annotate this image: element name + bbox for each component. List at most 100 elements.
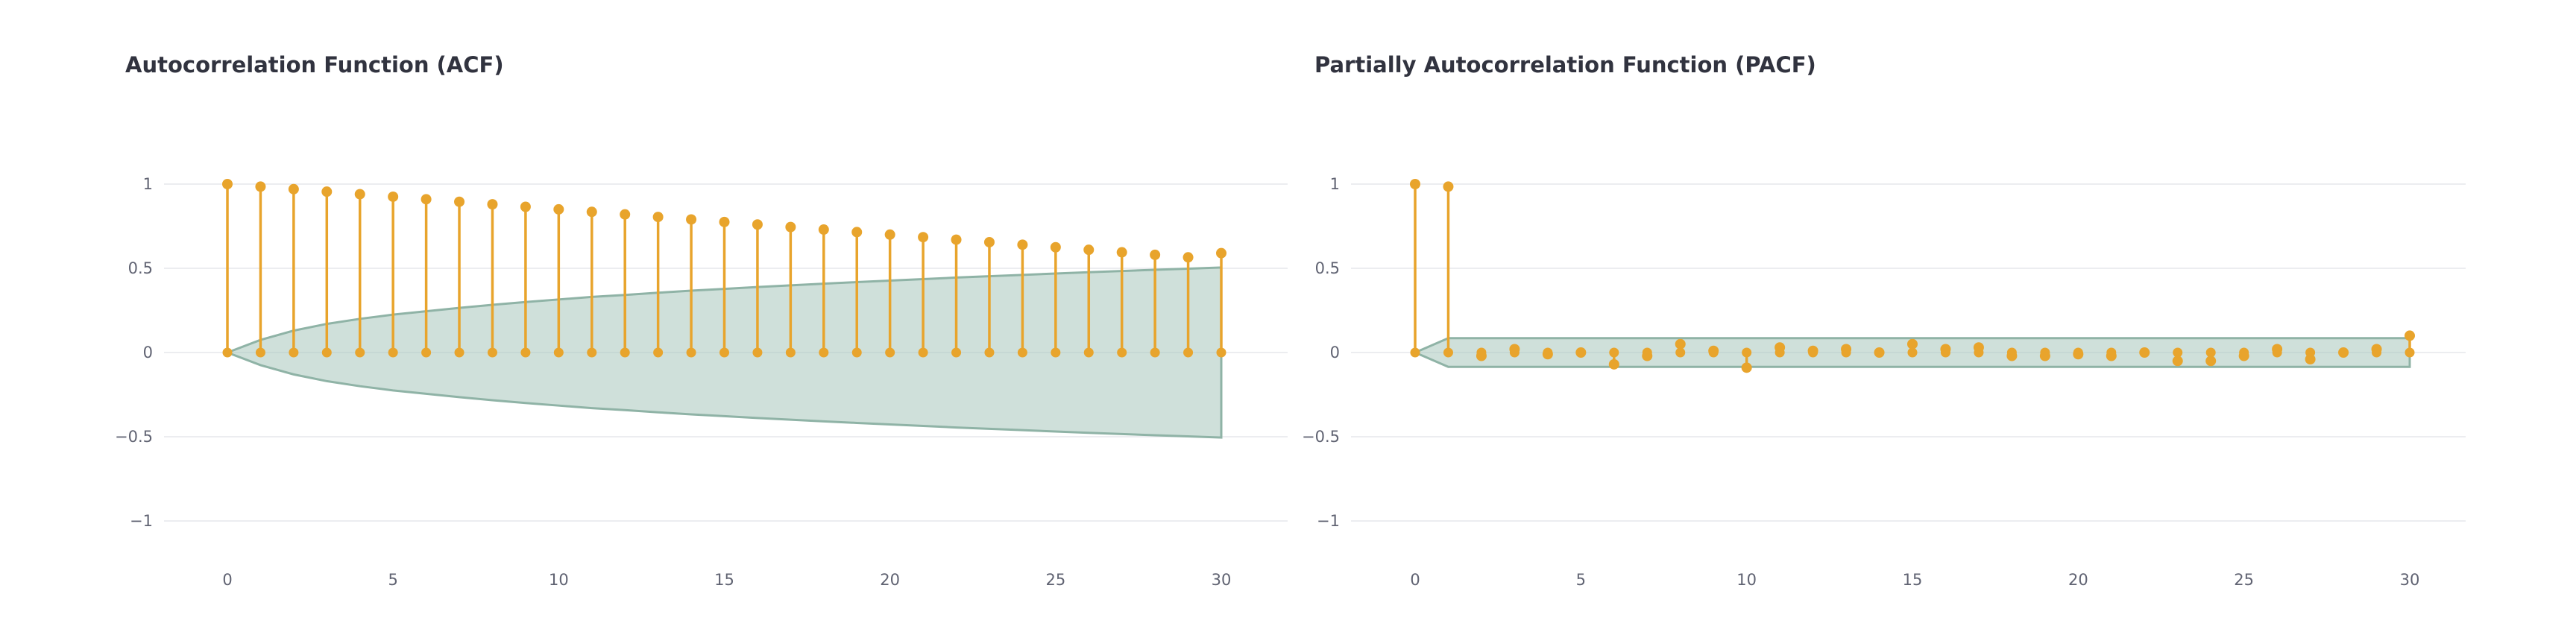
- acf-value-marker: [884, 229, 895, 240]
- acf-baseline-marker: [719, 347, 729, 358]
- pacf-lag-13: [1841, 344, 1852, 358]
- acf-value-marker: [752, 219, 763, 230]
- acf-baseline-marker: [255, 347, 265, 358]
- acf-baseline-marker: [885, 347, 895, 358]
- acf-baseline-marker: [1117, 347, 1127, 358]
- acf-y-tick-label: −0.5: [115, 428, 153, 446]
- acf-lag-0: [222, 179, 233, 358]
- pacf-value-marker: [2073, 349, 2084, 360]
- acf-baseline-marker: [620, 347, 630, 358]
- pacf-lag-12: [1807, 345, 1818, 358]
- pacf-baseline-marker: [2205, 347, 2216, 358]
- pacf-value-marker: [1575, 347, 1587, 358]
- acf-lag-16: [752, 219, 763, 358]
- pacf-value-marker: [2006, 350, 2018, 361]
- pacf-lag-14: [1874, 347, 1885, 358]
- acf-lag-11: [586, 206, 597, 358]
- acf-baseline-marker: [553, 347, 564, 358]
- pacf-value-marker: [1708, 345, 1719, 356]
- acf-lag-23: [983, 236, 995, 358]
- pacf-value-marker: [1642, 350, 1653, 361]
- pacf-baseline-marker: [2405, 347, 2415, 358]
- acf-baseline-marker: [1051, 347, 1061, 358]
- acf-lag-17: [785, 221, 796, 358]
- acf-chart: Autocorrelation Function (ACF) 1 0.5 0 −0.5…: [115, 52, 1288, 589]
- pacf-value-marker: [1874, 347, 1885, 358]
- acf-lag-1: [255, 181, 266, 358]
- acf-value-marker: [652, 212, 664, 223]
- acf-lag-28: [1150, 249, 1161, 358]
- acf-lag-25: [1050, 241, 1061, 358]
- pacf-lag-0: [1410, 179, 1420, 358]
- acf-baseline-marker: [1017, 347, 1027, 358]
- pacf-lag-26: [2272, 344, 2283, 358]
- acf-baseline-marker: [1183, 347, 1194, 358]
- acf-y-tick-label: 0.5: [128, 259, 153, 277]
- acf-baseline-marker: [851, 347, 862, 358]
- acf-y-tick-label: 0: [143, 344, 153, 361]
- acf-baseline-marker: [1150, 347, 1160, 358]
- acf-value-marker: [1083, 244, 1095, 256]
- acf-x-tick-label: 25: [1045, 571, 1065, 589]
- pacf-baseline-marker: [1410, 347, 1420, 358]
- acf-lag-9: [520, 201, 531, 358]
- acf-lag-26: [1083, 244, 1095, 358]
- acf-baseline-marker: [487, 347, 497, 358]
- acf-baseline-marker: [587, 347, 597, 358]
- pacf-lag-29: [2371, 344, 2382, 358]
- pacf-y-tick-label: −0.5: [1302, 428, 1340, 446]
- pacf-lag-15: [1907, 338, 1918, 358]
- acf-lag-10: [553, 203, 564, 358]
- acf-baseline-marker: [355, 347, 365, 358]
- pacf-y-tick-label: −1: [1317, 512, 1340, 530]
- pacf-lag-10: [1741, 347, 1752, 373]
- acf-baseline-marker: [984, 347, 995, 358]
- pacf-baseline-marker: [1907, 347, 1918, 358]
- acf-value-marker: [1150, 249, 1161, 260]
- acf-lag-2: [288, 183, 299, 358]
- acf-value-marker: [288, 183, 299, 195]
- acf-lag-30: [1216, 247, 1226, 358]
- pacf-baseline-marker: [1609, 347, 1619, 358]
- pacf-lag-9: [1708, 345, 1719, 358]
- pacf-value-marker: [2039, 350, 2050, 361]
- acf-value-marker: [421, 194, 432, 205]
- acf-baseline-marker: [918, 347, 928, 358]
- acf-baseline-marker: [289, 347, 299, 358]
- pacf-lag-3: [1509, 344, 1520, 358]
- pacf-lag-5: [1575, 347, 1587, 358]
- pacf-value-marker: [2338, 347, 2349, 358]
- acf-x-tick-label: 0: [222, 571, 232, 589]
- acf-baseline-marker: [653, 347, 664, 358]
- acf-lag-27: [1116, 247, 1127, 358]
- acf-value-marker: [983, 236, 995, 247]
- pacf-value-marker: [1973, 342, 1984, 353]
- pacf-value-marker: [2139, 347, 2150, 358]
- pacf-lag-22: [2139, 347, 2150, 358]
- acf-x-tick-label: 5: [388, 571, 397, 589]
- acf-lag-13: [652, 212, 664, 358]
- acf-baseline-marker: [321, 347, 332, 358]
- pacf-lag-23: [2172, 347, 2183, 367]
- acf-lag-19: [851, 227, 863, 358]
- acf-value-marker: [1116, 247, 1127, 258]
- pacf-lag-6: [1608, 347, 1619, 370]
- acf-x-tick-label: 30: [1212, 571, 1232, 589]
- pacf-value-marker: [1443, 181, 1454, 192]
- pacf-lag-1: [1443, 181, 1454, 358]
- pacf-value-marker: [1509, 344, 1520, 355]
- acf-value-marker: [785, 221, 796, 233]
- acf-lag-12: [620, 209, 631, 358]
- acf-y-tick-label: −1: [130, 512, 153, 530]
- acf-value-marker: [1017, 239, 1028, 250]
- acf-x-tick-label: 15: [714, 571, 734, 589]
- acf-baseline-marker: [1216, 347, 1226, 358]
- acf-lag-18: [818, 224, 829, 358]
- acf-lag-4: [354, 189, 365, 358]
- acf-plot-area: 1 0.5 0 −0.5 −1 0 5 10 15 20 25 30: [115, 175, 1288, 589]
- pacf-x-tick-label: 10: [1736, 571, 1757, 589]
- acf-baseline-marker: [951, 347, 962, 358]
- acf-lag-8: [487, 199, 498, 358]
- pacf-baseline-marker: [1742, 347, 1752, 358]
